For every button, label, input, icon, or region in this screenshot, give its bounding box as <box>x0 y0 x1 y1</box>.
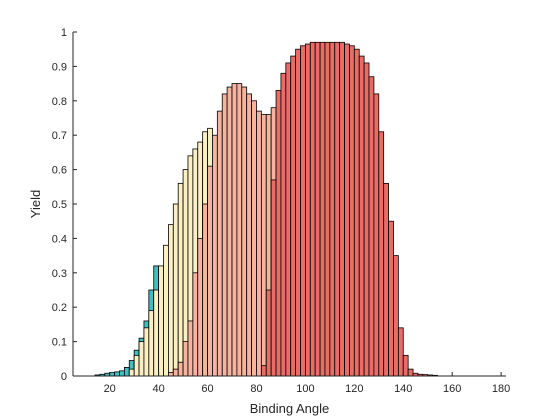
bar <box>177 182 184 377</box>
bar <box>143 327 150 377</box>
bar <box>344 43 350 377</box>
y-tick-label: 0.1 <box>52 337 67 349</box>
y-tick-label: 0.8 <box>52 96 67 108</box>
x-tick-label: 180 <box>492 383 510 395</box>
y-tick-label: 0.2 <box>52 302 67 314</box>
bar <box>168 224 174 377</box>
bar <box>192 272 199 377</box>
bar <box>319 41 326 377</box>
bars-layer <box>94 41 438 377</box>
y-tick-label: 0.5 <box>52 199 67 211</box>
bar <box>197 237 204 377</box>
bar <box>329 41 336 377</box>
bar <box>202 203 208 377</box>
bar <box>402 354 409 377</box>
bar <box>324 41 331 377</box>
bar <box>158 265 164 377</box>
y-tick-label: 0 <box>61 371 67 383</box>
bar <box>231 83 238 377</box>
bar <box>265 289 272 377</box>
bar <box>300 45 306 377</box>
x-tick-label: 100 <box>296 383 314 395</box>
bar <box>177 361 184 377</box>
x-tick-label: 40 <box>152 383 164 395</box>
bar <box>285 62 292 377</box>
bar <box>212 134 218 377</box>
x-tick-label: 140 <box>394 383 412 395</box>
bar <box>383 182 389 377</box>
bar <box>358 55 365 377</box>
bar <box>172 368 179 377</box>
y-tick-label: 0.3 <box>52 268 67 280</box>
y-ticks: 0 0.1 0.2 0.3 0.4 0.5 0.6 0.7 0.8 0.9 1 <box>52 27 77 383</box>
bar <box>393 255 399 377</box>
bar <box>172 203 179 377</box>
y-tick-label: 1 <box>61 27 67 39</box>
bar <box>368 76 375 377</box>
bar <box>251 100 257 377</box>
bar <box>163 244 169 377</box>
bar <box>153 289 160 377</box>
bar <box>270 179 277 377</box>
x-tick-label: 20 <box>104 383 116 395</box>
bar <box>187 320 194 377</box>
bar <box>221 93 228 377</box>
bar <box>207 165 213 377</box>
bar <box>109 372 115 377</box>
bar <box>339 41 345 377</box>
x-tick-label: 160 <box>443 383 461 395</box>
x-tick-label: 60 <box>201 383 213 395</box>
bar <box>280 72 287 377</box>
bar <box>305 43 311 377</box>
bar <box>407 368 414 377</box>
series-4 <box>260 41 438 377</box>
bar <box>138 341 145 377</box>
bar <box>295 48 301 377</box>
bar <box>241 86 248 377</box>
y-tick-label: 0.6 <box>52 165 67 177</box>
bar <box>397 327 404 377</box>
bar <box>216 110 223 377</box>
bar <box>123 366 130 377</box>
bar <box>388 220 394 377</box>
bar <box>168 372 174 377</box>
bar <box>128 368 135 377</box>
bar <box>246 93 252 377</box>
y-tick-label: 0.7 <box>52 130 67 142</box>
y-axis-title: Yield <box>28 190 43 218</box>
x-axis-title: Binding Angle <box>250 401 330 416</box>
bar <box>260 365 267 377</box>
bar <box>349 45 355 377</box>
bar <box>236 83 243 377</box>
bar <box>256 110 262 377</box>
bar <box>373 93 380 377</box>
bar <box>119 370 125 377</box>
bar <box>353 48 360 377</box>
bar <box>334 41 341 377</box>
bar <box>309 41 316 377</box>
bar <box>148 310 155 377</box>
bar <box>290 55 297 377</box>
bar <box>363 62 370 377</box>
bar <box>378 131 385 377</box>
bar <box>182 341 189 377</box>
bar <box>133 354 140 377</box>
y-tick-label: 0.4 <box>52 233 67 245</box>
bar <box>260 114 267 377</box>
bar <box>114 371 120 377</box>
x-ticks: 20 40 60 80 100 120 140 160 180 <box>104 372 510 395</box>
bar <box>275 90 282 377</box>
x-tick-label: 80 <box>250 383 262 395</box>
y-tick-label: 0.9 <box>52 61 67 73</box>
bar <box>314 41 321 377</box>
x-tick-label: 120 <box>345 383 363 395</box>
bar <box>226 86 233 377</box>
